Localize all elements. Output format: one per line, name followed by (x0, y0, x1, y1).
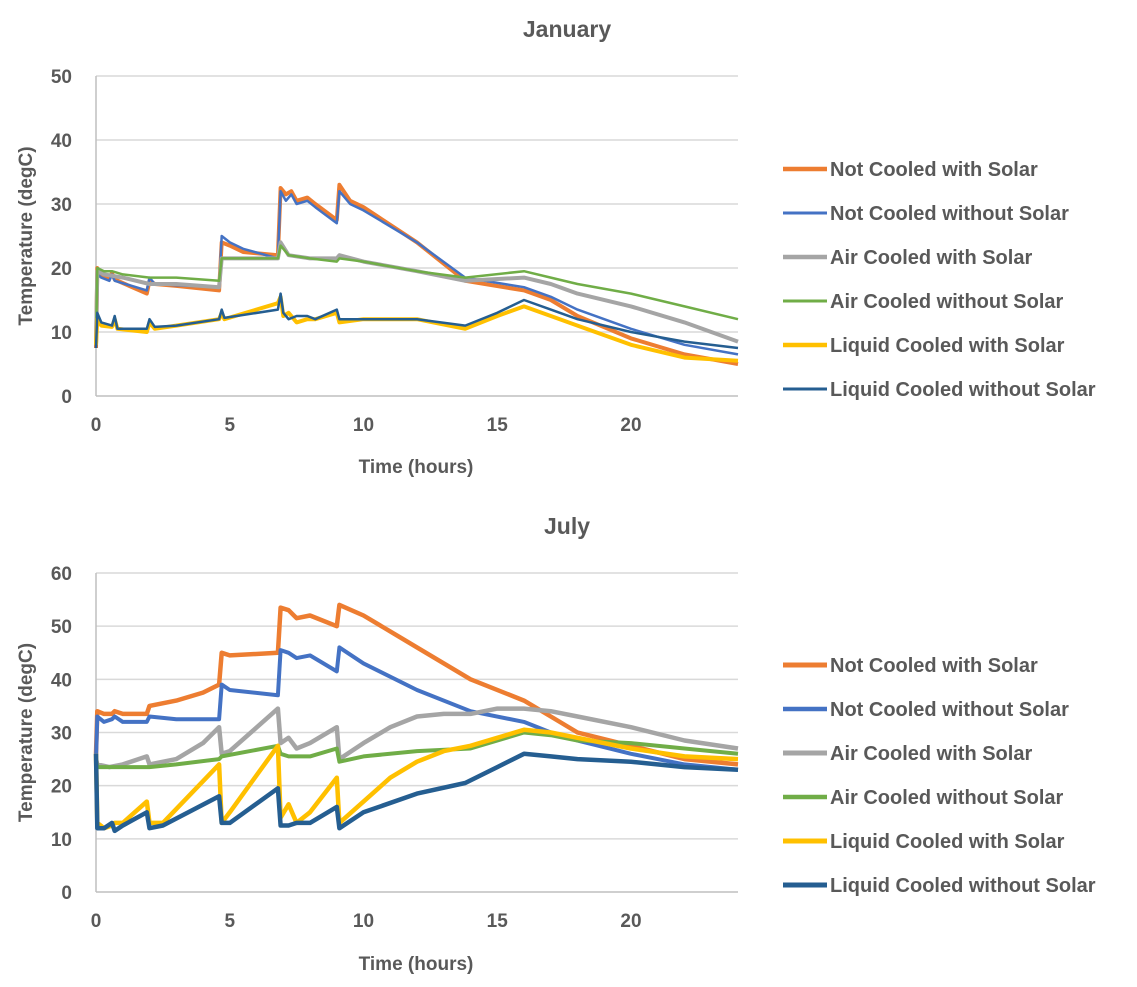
y-tick-label: 50 (51, 617, 72, 638)
series-line (94, 189, 739, 356)
legend-label: Liquid Cooled without Solar (830, 379, 1096, 401)
legend-label: Air Cooled with Solar (830, 247, 1032, 269)
legend-label: Not Cooled without Solar (830, 203, 1069, 225)
x-tick-label: 5 (224, 911, 235, 932)
y-tick-label: 10 (51, 323, 72, 344)
x-tick-label: 0 (91, 911, 102, 932)
legend-label: Not Cooled without Solar (830, 699, 1069, 721)
y-tick-label: 0 (61, 387, 72, 408)
legend-label: Not Cooled with Solar (830, 655, 1038, 677)
series-line (93, 706, 739, 770)
y-axis-label: Temperature (degC) (16, 643, 37, 822)
y-axis-label: Temperature (degC) (16, 146, 37, 325)
series-line (94, 240, 739, 345)
x-tick-label: 0 (91, 415, 102, 436)
y-tick-label: 30 (51, 724, 72, 745)
y-tick-label: 30 (51, 195, 72, 216)
y-tick-label: 20 (51, 777, 72, 798)
x-tick-label: 15 (487, 911, 509, 932)
legend-label: Liquid Cooled with Solar (830, 335, 1065, 357)
y-tick-label: 40 (51, 131, 72, 152)
x-tick-label: 15 (487, 415, 509, 436)
series-line (93, 602, 739, 767)
series-line (94, 730, 739, 770)
july-chart: July 0 10 20 30 40 50 60 0 5 10 15 20 Time (hours) Tem… (16, 513, 1096, 975)
x-axis-label: Time (hours) (359, 457, 474, 478)
y-tick-label: 50 (51, 67, 72, 88)
chart-title: January (523, 16, 611, 42)
legend-label: Air Cooled without Solar (830, 787, 1064, 809)
series-line (94, 182, 739, 366)
y-tick-label: 10 (51, 830, 72, 851)
legend-label: Not Cooled with Solar (830, 159, 1038, 181)
y-tick-label: 0 (61, 883, 72, 904)
chart-title: July (544, 513, 590, 539)
series-line (94, 294, 739, 363)
x-tick-label: 20 (620, 911, 641, 932)
legend-label: Liquid Cooled without Solar (830, 875, 1096, 897)
series-line (94, 244, 739, 345)
x-tick-label: 10 (353, 415, 374, 436)
series-line (94, 292, 739, 350)
january-chart: January 0 10 20 30 40 50 0 5 10 15 20 Time (hours) Te… (16, 16, 1096, 478)
series-line (94, 645, 739, 772)
series-line (93, 751, 739, 834)
x-tick-label: 20 (620, 415, 641, 436)
legend-label: Air Cooled with Solar (830, 743, 1032, 765)
x-tick-label: 5 (224, 415, 235, 436)
legend-label: Liquid Cooled with Solar (830, 831, 1065, 853)
legend-label: Air Cooled without Solar (830, 291, 1064, 313)
y-tick-label: 40 (51, 670, 72, 691)
y-tick-label: 20 (51, 259, 72, 280)
x-tick-label: 10 (353, 911, 374, 932)
x-axis-label: Time (hours) (359, 954, 474, 975)
y-tick-label: 60 (51, 564, 72, 585)
